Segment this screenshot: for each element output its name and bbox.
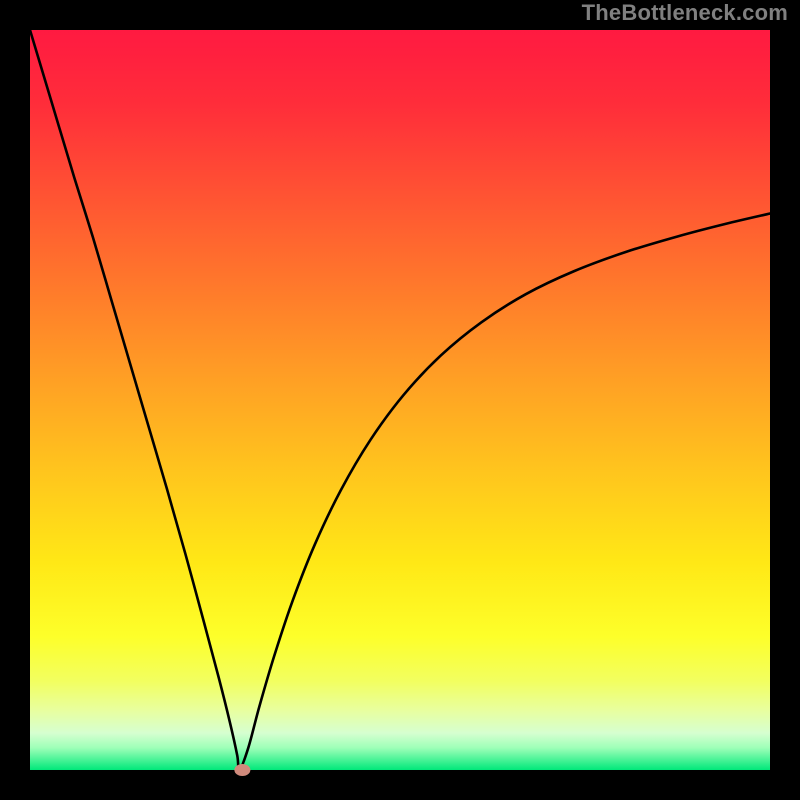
watermark-text: TheBottleneck.com [582,0,788,26]
bottleneck-chart [0,0,800,800]
optimal-point-marker [234,764,250,776]
